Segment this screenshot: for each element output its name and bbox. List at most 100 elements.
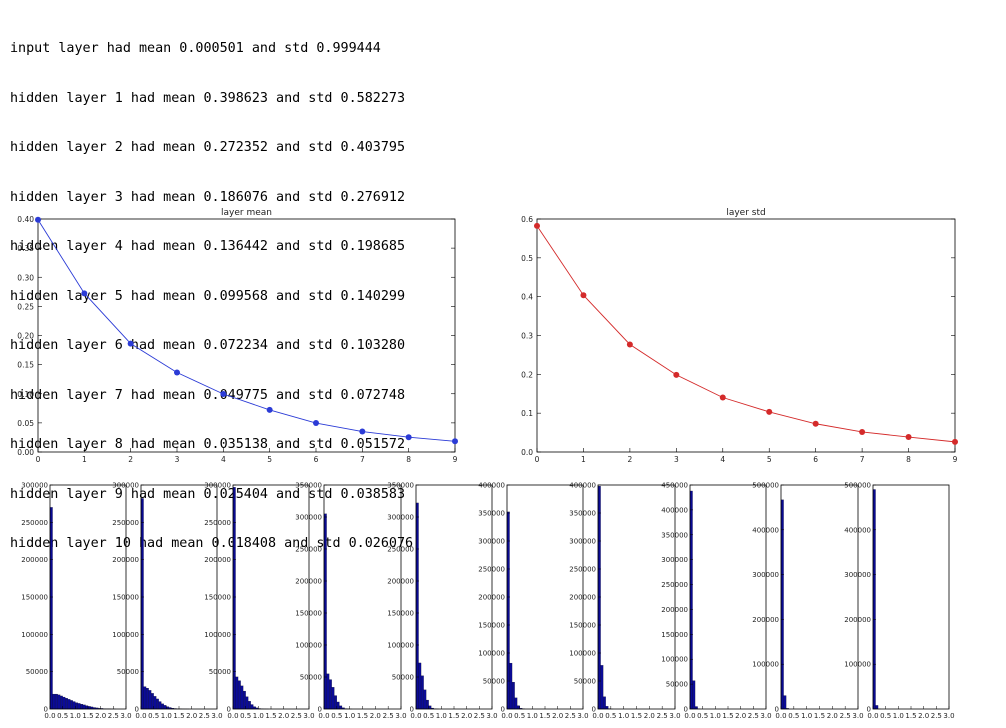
hist-bar xyxy=(235,676,239,710)
y-tick-label: 200000 xyxy=(569,594,596,602)
x-tick-label: 1 xyxy=(82,455,87,464)
y-tick-label-zero: 0 xyxy=(44,706,48,714)
y-tick-label: 500000 xyxy=(844,482,871,490)
y-tick-label: 200000 xyxy=(661,606,688,614)
data-point xyxy=(905,434,912,441)
histogram-layer-4: 50000 100000 150000 200000 250000 300000 35000… xyxy=(295,482,406,721)
y-tick-label-zero: 0 xyxy=(775,706,779,714)
chart-title: layer std xyxy=(726,208,765,218)
y-tick-label: 150000 xyxy=(21,594,48,602)
y-tick-label: 250000 xyxy=(387,546,414,554)
x-tick-label: 2.5 xyxy=(931,712,942,720)
hist-bar xyxy=(240,685,244,710)
data-point xyxy=(952,438,958,445)
hist-bar xyxy=(77,703,81,710)
x-tick-label: 2.0 xyxy=(461,712,472,720)
x-tick-label: 2.5 xyxy=(748,712,759,720)
hist-bar xyxy=(163,705,167,710)
y-tick-label: 50000 xyxy=(26,668,48,676)
hist-bar xyxy=(245,696,249,710)
hist-bar xyxy=(52,693,56,710)
histogram-layer-1: 50000 100000 150000 200000 250000 300000 00.0 0… xyxy=(21,482,131,721)
x-tick-label: 0.5 xyxy=(514,712,525,720)
y-tick-label: 0.15 xyxy=(17,361,34,370)
y-tick-label: 300000 xyxy=(112,482,139,490)
hist-bar xyxy=(334,695,337,710)
x-tick-label: 0.0 xyxy=(410,712,421,720)
hist-bar xyxy=(250,704,254,710)
x-tick-label: 1.5 xyxy=(265,712,276,720)
y-tick-label: 200000 xyxy=(844,616,871,624)
y-tick-label: 300000 xyxy=(204,482,231,490)
y-tick-label: 300000 xyxy=(21,482,48,490)
hist-bar xyxy=(82,704,86,710)
x-tick-label: 6 xyxy=(314,455,319,464)
x-tick-label: 0.0 xyxy=(684,712,695,720)
y-tick-label: 400000 xyxy=(661,506,688,514)
x-tick-label: 0.5 xyxy=(331,712,342,720)
x-tick-label: 3.0 xyxy=(760,712,771,720)
y-tick-label: 150000 xyxy=(112,594,139,602)
x-tick-label: 1.5 xyxy=(539,712,550,720)
hist-bar xyxy=(692,680,696,710)
y-tick-label: 400000 xyxy=(844,526,871,534)
x-tick-label: 3.0 xyxy=(211,712,222,720)
x-tick-label: 1.5 xyxy=(631,712,642,720)
x-tick-label: 2.0 xyxy=(278,712,289,720)
data-point xyxy=(127,340,134,347)
hist-bar xyxy=(85,705,89,710)
y-tick-label: 0.4 xyxy=(521,293,533,302)
y-tick-label-zero: 0 xyxy=(318,706,322,714)
x-tick-label: 0.0 xyxy=(867,712,878,720)
x-tick-label: 0.0 xyxy=(775,712,786,720)
histogram-layer-9: 100000 200000 300000 400000 500000 00.0 0.5 1.0… xyxy=(752,482,863,721)
y-tick-label: 150000 xyxy=(295,610,322,618)
y-tick-label: 100000 xyxy=(21,631,48,639)
hist-bar xyxy=(336,701,340,710)
y-tick-label: 0.00 xyxy=(17,448,34,457)
y-tick-label: 250000 xyxy=(204,519,231,527)
y-tick-label: 250000 xyxy=(21,519,48,527)
x-tick-label: 2.5 xyxy=(108,712,119,720)
log-line: hidden layer 5 had mean 0.099568 and std… xyxy=(10,288,406,304)
y-tick-label: 300000 xyxy=(569,538,596,546)
y-tick-label: 350000 xyxy=(569,510,596,518)
x-tick-label: 3 xyxy=(674,455,679,464)
x-tick-label: 2.0 xyxy=(918,712,929,720)
x-tick-label: 3.0 xyxy=(303,712,314,720)
x-tick-label: 5 xyxy=(767,455,772,464)
x-tick-label: 1.0 xyxy=(618,712,629,720)
hist-bar xyxy=(57,694,61,710)
y-tick-label-zero: 0 xyxy=(592,706,596,714)
x-tick-label: 2.5 xyxy=(657,712,668,720)
x-tick-label: 0.0 xyxy=(135,712,146,720)
hist-bar xyxy=(54,693,58,710)
y-tick-label: 400000 xyxy=(752,526,779,534)
x-tick-label: 0.0 xyxy=(501,712,512,720)
plot-frame xyxy=(780,484,859,710)
hist-bar xyxy=(428,705,432,710)
data-point xyxy=(580,292,587,299)
x-tick-label: 6 xyxy=(813,455,818,464)
y-tick-label: 100000 xyxy=(569,650,596,658)
plot-frame xyxy=(872,484,950,710)
hist-bar xyxy=(158,701,162,710)
log-line: hidden layer 9 had mean 0.025404 and std… xyxy=(10,486,406,502)
data-point xyxy=(626,341,633,348)
y-tick-label: 250000 xyxy=(295,546,322,554)
log-line: hidden layer 1 had mean 0.398623 and std… xyxy=(10,90,406,106)
data-point xyxy=(452,438,458,445)
x-tick-label: 1 xyxy=(581,455,586,464)
x-tick-label: 1.0 xyxy=(893,712,904,720)
x-tick-label: 2 xyxy=(128,455,133,464)
x-tick-label: 7 xyxy=(860,455,865,464)
hist-bar xyxy=(156,698,159,710)
x-tick-label: 1.5 xyxy=(82,712,93,720)
histogram-layer-2: 50000 100000 150000 200000 250000 300000 00.0 0… xyxy=(112,482,222,721)
log-line: hidden layer 8 had mean 0.035138 and std… xyxy=(10,437,406,452)
x-tick-label: 2.5 xyxy=(474,712,485,720)
data-point xyxy=(534,222,540,229)
histogram-layer-10: 100000 200000 300000 400000 500000 00.0 0.5 1.0… xyxy=(844,482,954,721)
y-tick-label: 0.6 xyxy=(521,215,533,224)
hist-bar xyxy=(243,690,246,710)
